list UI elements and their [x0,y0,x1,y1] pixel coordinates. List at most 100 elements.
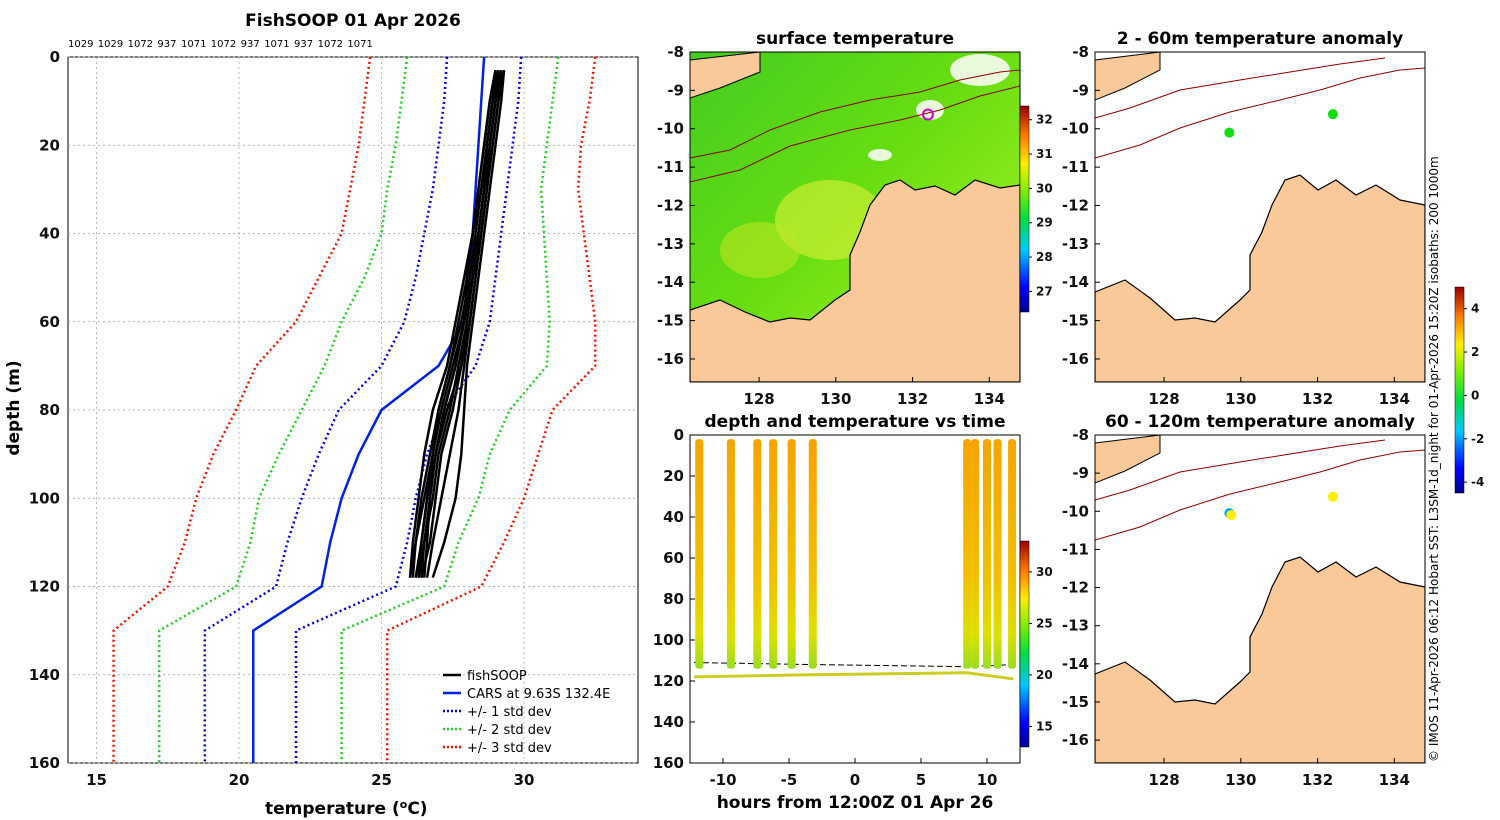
anomaly-map-2-60-frame [1094,51,1426,383]
y-tick-label: 0 [50,48,60,66]
time-series-data [693,439,1017,681]
y-tick-label: 100 [653,631,684,649]
cast-id-label: 1072 [211,39,236,50]
y-tick-label: -9 [1072,464,1089,482]
y-tick-label: 160 [29,754,60,772]
cast-trace [1008,439,1017,669]
sst-colorbar [1019,105,1030,313]
cast-id-labels: 1029 1029 1072 937 1071 1072 937 1071 937 1072 107… [68,39,373,50]
anomaly-point [1327,491,1338,502]
colorbar-tick-label: 32 [1036,113,1053,127]
profile-ylabel: depth (m) [4,360,24,455]
anomaly-map-2-60-title: 2 - 60m temperature anomaly [1117,29,1403,49]
y-tick-label: 140 [29,666,60,684]
colorbar-tick-label: 29 [1036,216,1053,230]
series-line [252,56,486,763]
profile-title: FishSOOP 01 Apr 2026 [245,11,461,31]
y-tick-label: 40 [39,225,60,243]
x-tick-label: 30 [514,771,535,789]
cast-trace [769,439,778,669]
y-tick-label: -16 [1062,350,1089,368]
cast-trace [993,439,1002,669]
series-line [157,56,409,763]
fishsoop-profile [417,70,497,578]
colorbar-tick-label: -2 [1471,432,1484,446]
x-tick-label: 20 [229,771,250,789]
x-tick-label: 132 [897,390,928,408]
x-tick-label: 128 [743,390,774,408]
y-tick-label: -10 [657,120,684,138]
anomaly-colorbar-ticks: -4 -2 0 2 4 [1464,302,1484,489]
y-tick-label: -11 [1062,540,1089,558]
y-tick-label: 80 [663,590,684,608]
profile-xlabel: temperature (oC) [265,798,428,819]
australia-coast [1095,174,1425,382]
anomaly-map-2-60-ticks: 128 130 132 134 -8 -9 -10 -11 -12 -13 -14 -15 -16 [1062,43,1410,408]
colorbar-tick-label: 4 [1471,302,1479,316]
legend-std1: +/- 1 std dev [467,705,552,720]
timor-island [690,52,761,99]
y-tick-label: -13 [657,235,684,253]
x-tick-label: 15 [86,771,107,789]
x-tick-label: -5 [781,771,798,789]
colorbar-tick-label: -4 [1471,475,1484,489]
cast-id-label: 1071 [181,39,206,50]
cast-id-label: 1029 [68,39,93,50]
y-tick-label: 120 [29,578,60,596]
x-tick-label: 128 [1148,390,1179,408]
anomaly-map-60-120 [1095,435,1425,763]
x-tick-label: 130 [1225,390,1256,408]
y-tick-label: -12 [1062,579,1089,597]
fishsoop-profile [420,70,506,578]
profile-ticks: 15 20 25 30 0 20 40 60 80 100 120 140 160 [29,48,535,789]
x-tick-label: 132 [1302,390,1333,408]
anomaly-point [1226,510,1237,521]
legend-std3: +/- 3 std dev [467,741,552,756]
y-tick-label: -8 [1072,43,1089,61]
anomaly-colorbar [1454,286,1465,494]
legend-std2: +/- 2 std dev [467,723,552,738]
x-tick-label: 134 [1379,771,1410,789]
isobath-200 [690,69,1020,159]
anomaly-map-60-120-title: 60 - 120m temperature anomaly [1105,412,1415,432]
series-line [294,56,523,763]
credit-note: © IMOS 11-Apr-2026 06:12 Hobart SST: L3S… [1427,156,1441,762]
isobath-1000 [1095,57,1386,119]
y-tick-label: -12 [657,196,684,214]
y-tick-label: 60 [39,313,60,331]
timor-island [1095,52,1161,101]
y-tick-label: -16 [657,350,684,368]
cast-trace [753,439,762,669]
legend: fishSOOP CARS at 9.63S 132.4E +/- 1 std … [443,669,610,756]
fishsoop-profile [417,70,497,578]
x-tick-label: 128 [1148,771,1179,789]
isobath-200 [1095,67,1425,159]
isobath-1000 [690,85,1020,183]
colorbar-tick-label: 0 [1471,388,1479,402]
colorbar-tick-label: 28 [1036,250,1053,264]
isobath-1000 [1095,439,1386,501]
y-tick-label: -14 [1062,655,1089,673]
y-tick-label: -15 [1062,693,1089,711]
x-tick-label: 132 [1302,771,1333,789]
legend-fishsoop: fishSOOP [467,669,527,684]
y-tick-label: -15 [657,312,684,330]
time-colorbar-ticks: 15 20 25 30 [1029,565,1053,733]
sst-colorbar-ticks: 27 28 29 30 31 32 [1029,113,1053,298]
series-line [385,56,597,763]
y-tick-label: 20 [663,467,684,485]
cast-trace [971,439,980,669]
x-tick-label: 130 [820,390,851,408]
cast-trace [726,439,735,669]
x-tick-label: 130 [1225,771,1256,789]
cast-id-label: 1029 [98,39,123,50]
cast-id-label: 1071 [264,39,289,50]
y-tick-label: -12 [1062,196,1089,214]
y-tick-label: -8 [1072,426,1089,444]
profile-grid [68,56,638,764]
australia-coast [690,179,1020,382]
cast-id-label: 937 [241,39,260,50]
time-xlabel: hours from 12:00Z 01 Apr 26 [717,793,994,813]
